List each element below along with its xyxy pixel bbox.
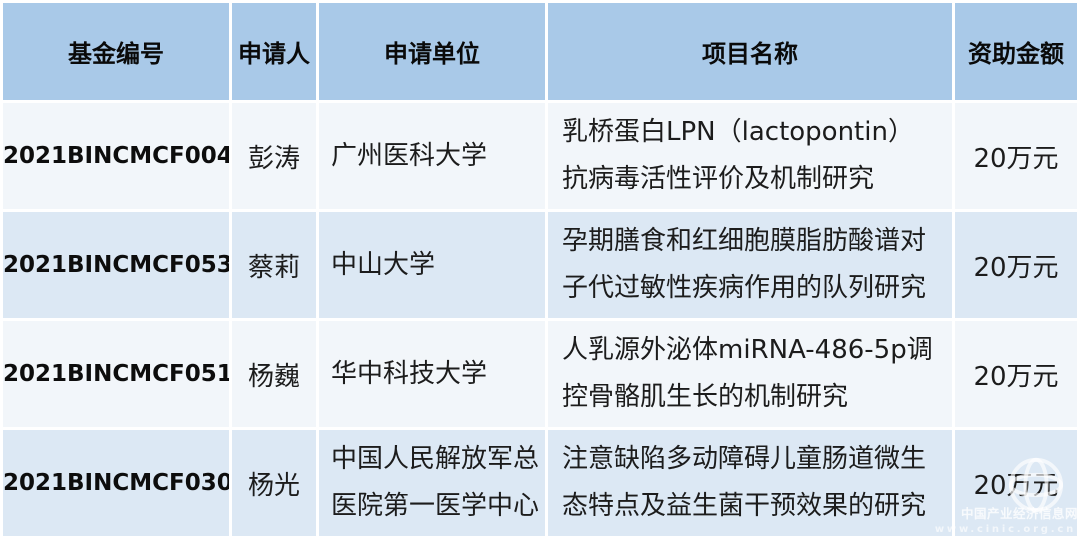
col-header-applicant: 申请人 [232, 3, 316, 100]
cell-fund-id: 2021BINCMCF030 [3, 430, 229, 536]
cell-fund-id: 2021BINCMCF053 [3, 212, 229, 318]
table-row: 2021BINCMCF051 杨巍 华中科技大学 人乳源外泌体miRNA-486… [3, 321, 1077, 427]
cell-applicant: 蔡莉 [232, 212, 316, 318]
cell-amount: 20万元 [955, 321, 1077, 427]
col-header-amount: 资助金额 [955, 3, 1077, 100]
col-header-project: 项目名称 [548, 3, 952, 100]
cell-project: 孕期膳食和红细胞膜脂肪酸谱对子代过敏性疾病作用的队列研究 [548, 212, 952, 318]
cell-amount: 20万元 [955, 430, 1077, 536]
cell-institution: 华中科技大学 [319, 321, 545, 427]
cell-fund-id: 2021BINCMCF004 [3, 103, 229, 209]
cell-applicant: 彭涛 [232, 103, 316, 209]
cell-applicant: 杨光 [232, 430, 316, 536]
cell-amount: 20万元 [955, 212, 1077, 318]
cell-amount: 20万元 [955, 103, 1077, 209]
table-row: 2021BINCMCF053 蔡莉 中山大学 孕期膳食和红细胞膜脂肪酸谱对子代过… [3, 212, 1077, 318]
cell-fund-id: 2021BINCMCF051 [3, 321, 229, 427]
cell-institution: 中山大学 [319, 212, 545, 318]
cell-project: 人乳源外泌体miRNA-486-5p调控骨骼肌生长的机制研究 [548, 321, 952, 427]
table-header-row: 基金编号 申请人 申请单位 项目名称 资助金额 [3, 3, 1077, 100]
cell-institution: 中国人民解放军总医院第一医学中心 [319, 430, 545, 536]
cell-institution: 广州医科大学 [319, 103, 545, 209]
col-header-institution: 申请单位 [319, 3, 545, 100]
col-header-fund-id: 基金编号 [3, 3, 229, 100]
table-row: 2021BINCMCF030 杨光 中国人民解放军总医院第一医学中心 注意缺陷多… [3, 430, 1077, 536]
cell-project: 乳桥蛋白LPN（lactopontin）抗病毒活性评价及机制研究 [548, 103, 952, 209]
cell-applicant: 杨巍 [232, 321, 316, 427]
table-row: 2021BINCMCF004 彭涛 广州医科大学 乳桥蛋白LPN（lactopo… [3, 103, 1077, 209]
cell-project: 注意缺陷多动障碍儿童肠道微生态特点及益生菌干预效果的研究 [548, 430, 952, 536]
